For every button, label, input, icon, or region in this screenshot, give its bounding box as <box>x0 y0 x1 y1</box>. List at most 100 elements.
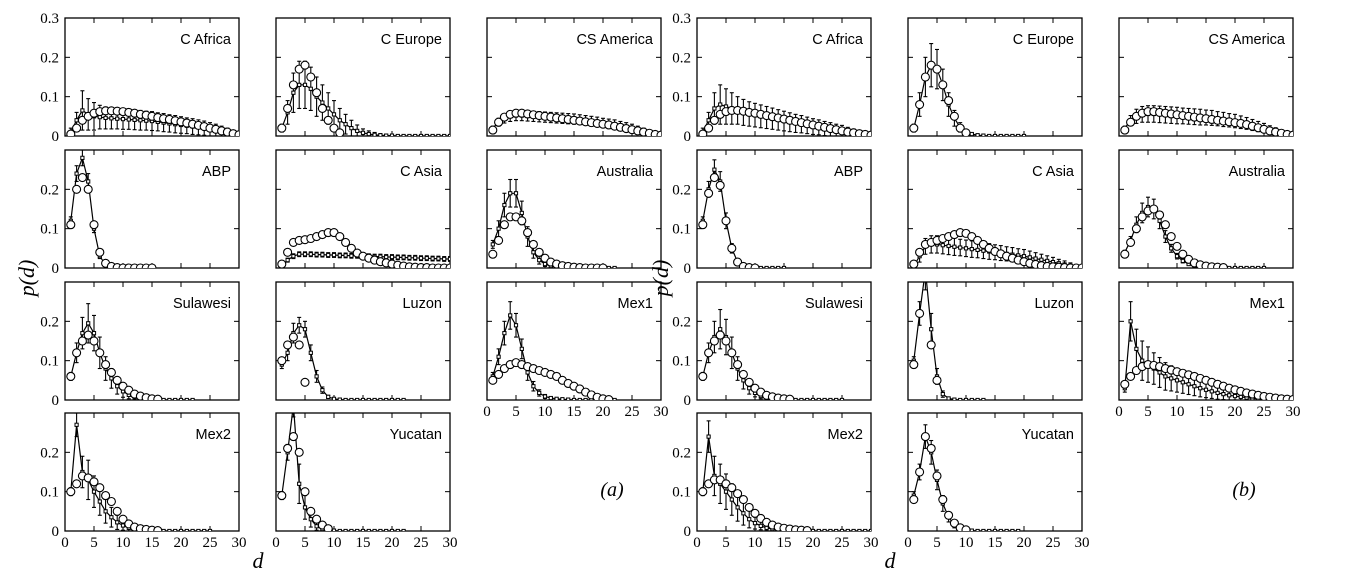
model-point <box>992 133 998 136</box>
model-point <box>291 254 296 259</box>
observed-point <box>738 369 748 379</box>
observed-point <box>1160 220 1170 230</box>
observed-point <box>488 375 498 385</box>
region-label: ABP <box>834 164 863 180</box>
observed-point <box>300 377 310 387</box>
y-tick-label: 0 <box>684 129 692 145</box>
model-point <box>998 528 1003 531</box>
observed-point <box>1178 249 1188 259</box>
observed-point <box>66 220 76 230</box>
model-point <box>167 528 172 531</box>
model-point <box>508 191 513 196</box>
model-point <box>805 397 810 400</box>
model-point <box>355 397 360 400</box>
model-point <box>302 505 308 510</box>
model-point <box>447 133 450 136</box>
observed-point <box>300 487 310 497</box>
y-tick-label: 0 <box>684 393 692 409</box>
model-point <box>1244 265 1249 268</box>
observed-point <box>1126 117 1136 127</box>
x-tick-label: 15 <box>145 535 160 551</box>
x-tick-label: 10 <box>1170 404 1185 420</box>
model-point <box>612 397 617 400</box>
panel-australia: Australia <box>486 149 662 269</box>
region-label: CS America <box>1208 32 1285 48</box>
observed-point <box>72 184 82 194</box>
observed-point <box>727 483 737 493</box>
model-point <box>1174 254 1180 259</box>
model-point <box>331 112 337 117</box>
region-label: Sulawesi <box>173 296 231 312</box>
x-tick-label: 25 <box>835 535 850 551</box>
model-point <box>741 511 746 516</box>
model-point <box>975 528 980 531</box>
model-point <box>1163 374 1168 379</box>
model-point <box>91 489 97 494</box>
x-tick-label: 5 <box>512 404 520 420</box>
model-point <box>963 397 969 400</box>
model-point <box>940 243 945 248</box>
observed-point <box>288 80 298 90</box>
observed-point <box>1120 249 1130 259</box>
x-tick-label: 0 <box>272 535 280 551</box>
observed-point <box>106 367 116 378</box>
model-point <box>190 528 195 531</box>
model-point <box>1250 265 1255 268</box>
model-point <box>384 254 389 260</box>
panel-frame <box>696 412 872 532</box>
model-point <box>747 517 752 522</box>
observed-point <box>1120 125 1130 135</box>
plot-area <box>66 150 157 268</box>
model-point <box>1169 246 1174 251</box>
x-tick-label: 0 <box>483 404 491 420</box>
plot-area <box>277 228 450 268</box>
observed-point <box>112 375 122 385</box>
model-point <box>308 517 313 522</box>
model-point <box>389 254 395 260</box>
x-tick-label: 10 <box>116 535 131 551</box>
model-point <box>80 155 85 160</box>
observed-point <box>955 123 965 133</box>
model-point <box>1232 265 1238 268</box>
model-point <box>178 397 184 400</box>
model-point <box>308 252 313 257</box>
model-point <box>490 242 495 247</box>
panel-luzon: Luzon <box>275 281 451 401</box>
model-point <box>839 528 845 531</box>
model-point <box>969 131 974 136</box>
observed-point <box>488 249 498 259</box>
model-point <box>1169 376 1174 381</box>
model-point <box>401 397 406 400</box>
y-axis-label: p(d) <box>648 260 673 299</box>
observed-point <box>283 103 293 114</box>
model-point <box>291 90 296 95</box>
plot-area <box>488 108 661 136</box>
model-point <box>103 115 108 121</box>
y-tick-label: 0.1 <box>672 354 691 370</box>
observed-point <box>698 129 708 136</box>
x-tick-label: 10 <box>748 535 763 551</box>
observed-point <box>329 123 339 133</box>
model-point <box>320 388 325 393</box>
model-point <box>395 397 400 400</box>
observed-point <box>715 330 725 340</box>
observed-point <box>294 447 304 457</box>
observed-point <box>715 180 725 190</box>
model-point <box>542 261 548 267</box>
model-point <box>723 489 729 494</box>
observed-point <box>738 494 748 505</box>
model-point <box>337 528 342 531</box>
y-tick-label: 0 <box>52 129 60 145</box>
region-label: Luzon <box>1034 296 1074 312</box>
model-point <box>729 497 734 502</box>
observed-point <box>938 494 948 505</box>
model-point <box>430 256 435 261</box>
model-point <box>413 133 418 136</box>
model-point <box>297 481 302 486</box>
panel-c-africa: C Africa 0 0.1 0.2 0.3 <box>40 11 240 145</box>
observed-point <box>517 216 527 226</box>
model-point <box>395 528 400 531</box>
model-point <box>120 523 126 528</box>
model-point <box>712 167 717 172</box>
plot-area <box>488 178 617 268</box>
